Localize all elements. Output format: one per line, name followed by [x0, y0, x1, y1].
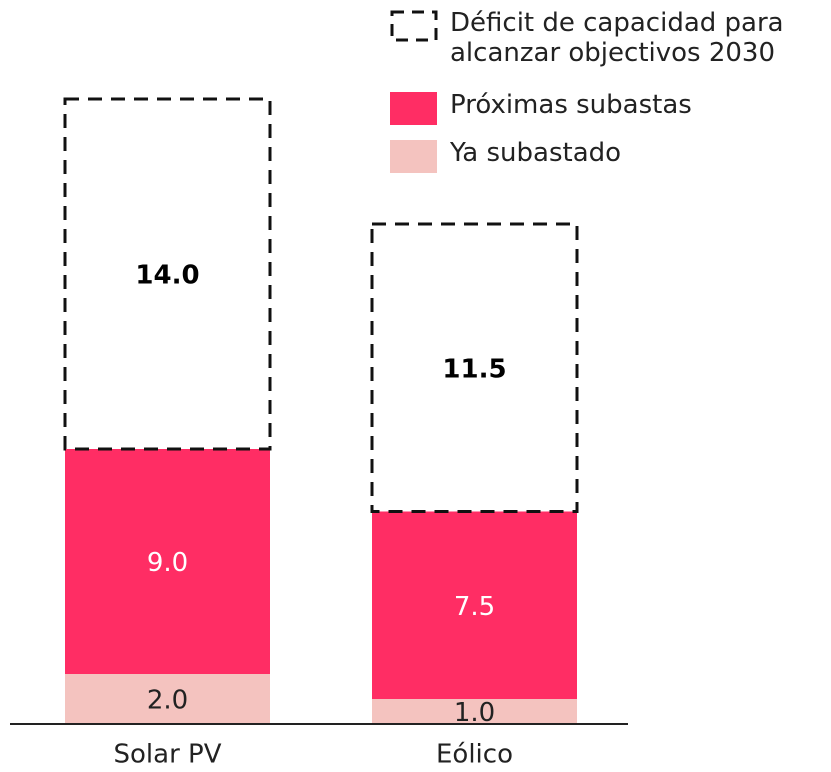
legend-label: Déficit de capacidad para alcanzar objec… — [450, 8, 784, 68]
x-tick-label: Solar PV — [114, 740, 222, 770]
legend-label: Próximas subastas — [450, 90, 692, 120]
bar-segment — [63, 97, 272, 451]
bar-segment — [372, 699, 577, 724]
bar-segment — [65, 674, 270, 724]
legend-swatch — [390, 10, 438, 42]
bar-segment — [65, 449, 270, 674]
legend-swatch — [390, 92, 437, 125]
bar-segment — [370, 222, 579, 513]
x-tick-label: Eólico — [436, 740, 513, 770]
value-label: 2.0 — [147, 686, 188, 716]
value-label: 14.0 — [135, 261, 199, 291]
value-label: 9.0 — [147, 548, 188, 578]
value-label: 11.5 — [442, 354, 506, 384]
bar-segment — [372, 511, 577, 699]
legend-swatch — [390, 140, 437, 173]
legend-label: Ya subastado — [450, 138, 622, 168]
value-label: 7.5 — [454, 592, 495, 622]
